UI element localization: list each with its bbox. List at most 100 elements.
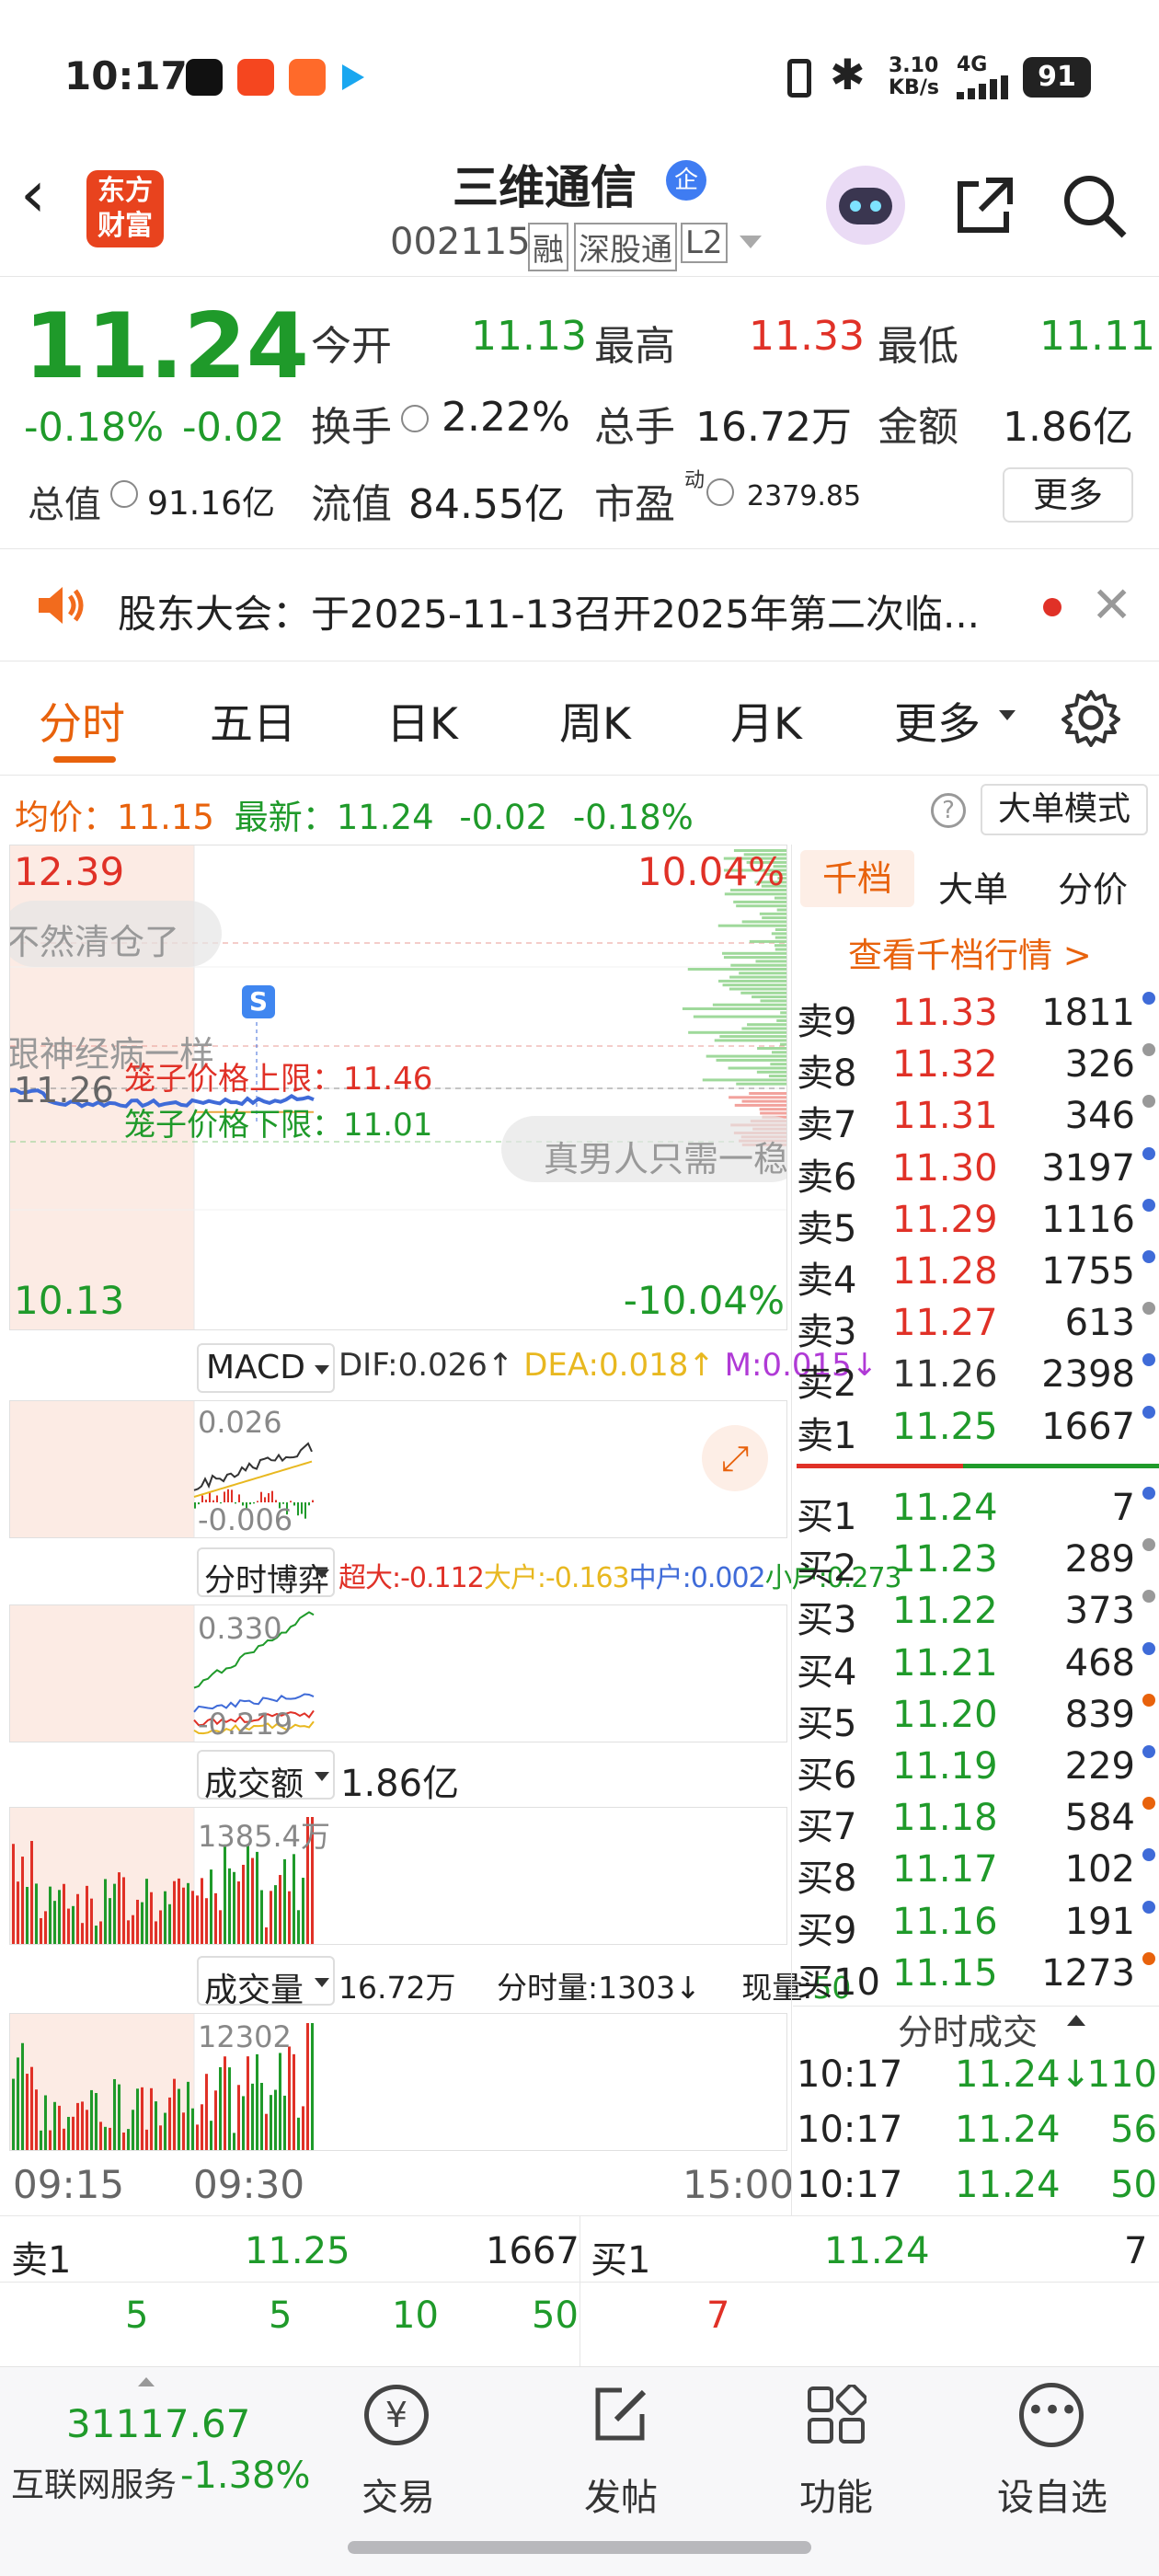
sell-price: 11.28 [892, 1250, 998, 1293]
nav-trade[interactable]: 交易 [361, 2477, 435, 2519]
tab-big-orders[interactable]: 大单 [938, 869, 1009, 910]
amount-selector[interactable]: 成交额 [197, 1750, 335, 1803]
depth-bar [717, 979, 786, 983]
app-logo[interactable]: 东方 财富 [86, 170, 164, 247]
buy-row[interactable]: 买4 11.21 468 [793, 1641, 1159, 1694]
depth-link[interactable]: 查看千档行情 > [848, 936, 1092, 975]
close-icon[interactable]: ✕ [1091, 576, 1133, 634]
tab-daily-k[interactable]: 日K [386, 699, 458, 750]
volume-bar [40, 1917, 42, 1944]
sell-row[interactable]: 卖2 11.26 2398 [793, 1353, 1159, 1405]
net-speed: 3.10 KB/s [889, 54, 939, 99]
info-icon[interactable] [706, 478, 734, 506]
more-button[interactable]: 更多 [1003, 467, 1133, 523]
sell-row[interactable]: 卖8 11.32 326 [793, 1043, 1159, 1095]
trade-icon[interactable]: ¥ [364, 2385, 429, 2445]
help-icon[interactable]: ? [931, 793, 966, 828]
volume-selector[interactable]: 成交量 [197, 1956, 335, 2009]
info-icon[interactable] [110, 480, 138, 508]
chevron-down-icon [315, 1365, 329, 1374]
volume-bar [132, 2110, 134, 2150]
time-label-start: 09:15 [13, 2162, 125, 2207]
expand-icon[interactable]: ⤢ [702, 1425, 768, 1491]
search-icon[interactable] [1061, 173, 1128, 239]
volume-bar [127, 2129, 130, 2150]
buy-row[interactable]: 买8 11.17 102 [793, 1848, 1159, 1900]
tab-depth[interactable]: 千档 [800, 850, 914, 907]
depth-bar [734, 1103, 786, 1107]
sell-row[interactable]: 卖1 11.25 1667 [793, 1405, 1159, 1457]
depth-bar [740, 991, 786, 995]
info-icon[interactable] [401, 405, 429, 432]
chevron-down-icon[interactable] [740, 236, 762, 248]
buy-row[interactable]: 买2 11.23 289 [793, 1538, 1159, 1590]
gear-icon[interactable] [1061, 688, 1120, 747]
tab-intraday[interactable]: 分时 [39, 699, 125, 750]
notice-text[interactable]: 股东大会：于2025-11-13召开2025年第二次临... [118, 592, 981, 637]
trade-marker[interactable]: S [242, 985, 275, 1018]
sell-row[interactable]: 卖4 11.28 1755 [793, 1250, 1159, 1302]
volume-bar [21, 1857, 24, 1944]
volume-bar [159, 2125, 162, 2150]
big-order-mode-button[interactable]: 大单模式 [981, 784, 1148, 835]
buy-row[interactable]: 买9 11.16 191 [793, 1900, 1159, 1952]
danmaku-text: 不然清仓了 [9, 922, 180, 962]
float-label: 流值 [311, 481, 392, 528]
tag-l2: L2 [681, 223, 728, 263]
buy-row[interactable]: 买6 11.19 229 [793, 1745, 1159, 1797]
volume-bar [196, 1895, 199, 1944]
buy-row[interactable]: 买1 11.24 7 [793, 1487, 1159, 1538]
buy-row[interactable]: 买7 11.18 584 [793, 1797, 1159, 1848]
depth-bar [682, 1007, 786, 1010]
tab-price-dist[interactable]: 分价 [1058, 869, 1129, 910]
intraday-chart[interactable]: 不然清仓了 跟神经病一样 真男人只需一稳 12.39 10.13 10.04% … [9, 845, 787, 1330]
index-value[interactable]: 31117.67 [66, 2401, 251, 2446]
sell-row[interactable]: 卖3 11.27 613 [793, 1302, 1159, 1353]
macd-bar [209, 1492, 211, 1502]
game-selector[interactable]: 分时博弈 [197, 1547, 335, 1599]
tab-monthly-k[interactable]: 月K [730, 699, 802, 750]
tab-weekly-k[interactable]: 周K [559, 699, 631, 750]
macd-selector[interactable]: MACD [197, 1343, 335, 1393]
buy-row[interactable]: 买5 11.20 839 [793, 1693, 1159, 1745]
index-name[interactable]: 互联网服务 [11, 2467, 178, 2504]
volume-bar [104, 2126, 107, 2150]
volume-bar [141, 1902, 143, 1944]
depth-bar [723, 868, 786, 872]
sell-row[interactable]: 卖5 11.29 1116 [793, 1198, 1159, 1250]
depth-bar [719, 1035, 786, 1039]
buy-row[interactable]: 买3 11.22 373 [793, 1590, 1159, 1641]
nav-post[interactable]: 发帖 [584, 2477, 658, 2519]
volume-max: 12302 [198, 2019, 292, 2054]
volume-bar [127, 1920, 130, 1944]
robot-avatar[interactable] [826, 166, 905, 245]
tab-more[interactable]: 更多 [894, 699, 981, 750]
sell-row[interactable]: 卖9 11.33 1811 [793, 992, 1159, 1043]
game-big: 大户:-0.163 [483, 1562, 630, 1594]
tab-5day[interactable]: 五日 [210, 699, 296, 750]
watchlist-icon[interactable]: ••• [1019, 2383, 1084, 2447]
sell-level: 卖2 [797, 1363, 857, 1406]
volume-bar [72, 1905, 75, 1944]
sell-row[interactable]: 卖7 11.31 346 [793, 1095, 1159, 1146]
nav-watchlist[interactable]: 设自选 [997, 2477, 1107, 2519]
volume-bar [53, 1901, 56, 1944]
l2-buy-label: 买1 [591, 2239, 651, 2282]
depth-bar [729, 889, 786, 891]
nav-function[interactable]: 功能 [799, 2477, 873, 2519]
buy-row[interactable]: 买10 11.15 1273 [793, 1951, 1159, 2004]
depth-bar [733, 900, 786, 903]
ticks-title[interactable]: 分时成交 [898, 2012, 1039, 2053]
post-icon[interactable] [589, 2383, 653, 2447]
volume-bar [283, 1858, 286, 1944]
share-icon[interactable] [955, 175, 1016, 236]
tab-intraday-underline [53, 756, 116, 763]
depth-bar [736, 1082, 786, 1086]
macd-bar [268, 1493, 270, 1502]
order-dot [1142, 1693, 1155, 1707]
buy-level: 买8 [797, 1857, 857, 1901]
function-icon[interactable] [806, 2383, 868, 2445]
back-arrow-icon[interactable]: ‹ [20, 156, 46, 232]
sell-row[interactable]: 卖6 11.30 3197 [793, 1146, 1159, 1199]
volume-bar [214, 1892, 217, 1944]
